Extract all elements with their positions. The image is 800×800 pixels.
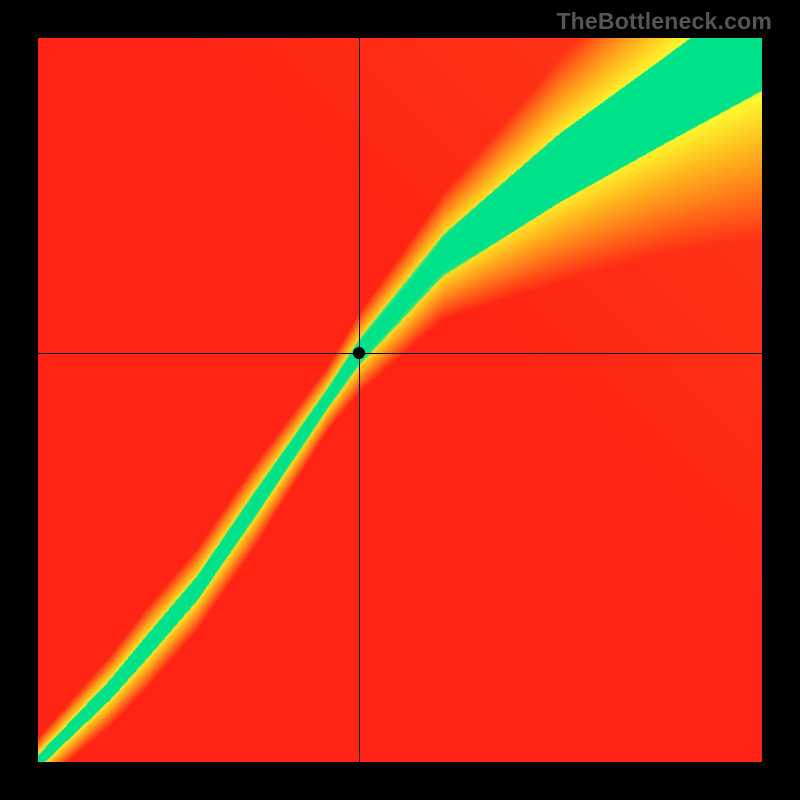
heatmap-canvas [38,38,762,762]
chart-container: TheBottleneck.com [0,0,800,800]
attribution-text: TheBottleneck.com [556,8,772,35]
marker-dot [353,347,365,359]
plot-area [38,38,762,762]
crosshair-vertical [359,38,360,762]
crosshair-horizontal [38,353,762,354]
